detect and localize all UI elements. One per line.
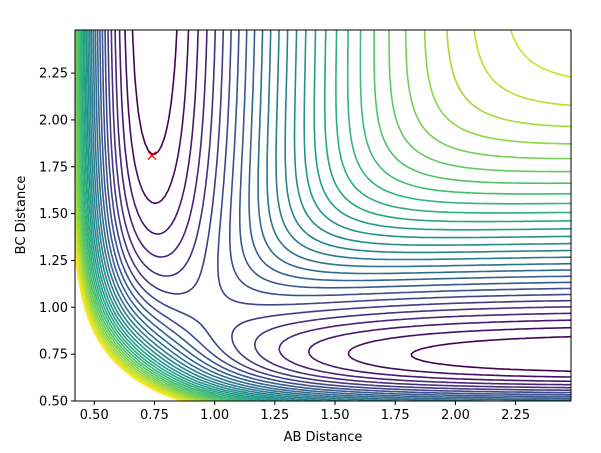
plot-background bbox=[75, 30, 571, 401]
x-axis: 0.50 0.75 1.00 1.25 1.50 1.75 2.00 2.25 bbox=[80, 401, 530, 423]
x-tick-label: 1.50 bbox=[321, 408, 350, 423]
contour-level-13 bbox=[90, 30, 571, 401]
y-tick-label: 2.00 bbox=[39, 113, 68, 128]
contour-level-27 bbox=[75, 30, 571, 401]
contour-level-15 bbox=[87, 30, 571, 401]
contour-level-28 bbox=[75, 30, 571, 401]
x-axis-label: AB Distance bbox=[284, 430, 363, 445]
x-tick-label: 1.25 bbox=[260, 408, 289, 423]
contour-level-12 bbox=[92, 30, 571, 401]
minimum-marker bbox=[147, 151, 157, 160]
y-tick-label: 1.75 bbox=[39, 160, 68, 175]
contour-level-24 bbox=[75, 30, 571, 401]
contour-level-4 bbox=[114, 30, 571, 386]
x-tick-label: 2.25 bbox=[501, 408, 530, 423]
contour-level-14 bbox=[88, 30, 571, 401]
contour-level-2 bbox=[124, 30, 571, 378]
x-tick-label: 1.00 bbox=[200, 408, 229, 423]
contour-level-3 bbox=[118, 30, 571, 383]
x-tick-label: 0.75 bbox=[140, 408, 169, 423]
contour-level-1 bbox=[131, 30, 571, 373]
contour-level-26 bbox=[75, 30, 571, 401]
y-axis: 0.50 0.75 1.00 1.25 1.50 1.75 2.00 2.25 bbox=[39, 67, 75, 410]
contour-level-7 bbox=[104, 30, 571, 394]
y-tick-label: 0.75 bbox=[39, 348, 68, 363]
contour-level-22 bbox=[77, 30, 571, 401]
contour-level-6 bbox=[107, 30, 571, 392]
contour-level-21 bbox=[78, 30, 571, 401]
contour-level-30 bbox=[75, 251, 184, 401]
x-marker bbox=[147, 151, 157, 160]
contour-level-23 bbox=[75, 30, 571, 401]
y-tick-label: 2.25 bbox=[39, 67, 68, 82]
contour-level-9 bbox=[99, 30, 571, 398]
y-tick-label: 0.50 bbox=[39, 395, 68, 410]
contour-level-10 bbox=[96, 30, 571, 400]
y-tick-label: 1.00 bbox=[39, 301, 68, 316]
y-axis-label: BC Distance bbox=[14, 176, 29, 255]
contour-level-29 bbox=[75, 238, 188, 401]
contour-level-19 bbox=[81, 30, 571, 401]
x-tick-label: 0.50 bbox=[80, 408, 109, 423]
y-tick-label: 1.50 bbox=[39, 207, 68, 222]
contour-level-5 bbox=[110, 30, 571, 389]
contour-level-16 bbox=[85, 30, 571, 401]
contour-level-20 bbox=[79, 30, 571, 401]
plot-frame bbox=[74, 29, 572, 402]
x-tick-label: 1.75 bbox=[381, 408, 410, 423]
contour-level-8 bbox=[101, 30, 571, 396]
contour-level-17 bbox=[83, 30, 571, 401]
x-tick-label: 2.00 bbox=[441, 408, 470, 423]
contour-level-11 bbox=[94, 30, 571, 401]
y-tick-label: 1.25 bbox=[39, 254, 68, 269]
contour-level-18 bbox=[82, 30, 571, 401]
